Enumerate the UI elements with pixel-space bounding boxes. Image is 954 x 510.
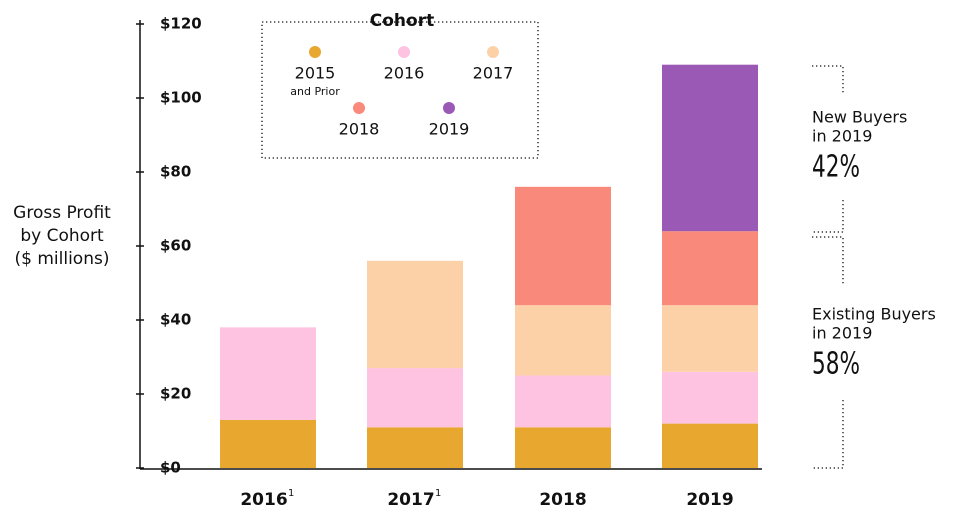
- bar-segment: [515, 375, 611, 428]
- bar-segment: [220, 327, 316, 420]
- annotation-text: in 2019: [812, 127, 872, 146]
- legend-swatch: [309, 46, 321, 58]
- annotation-text: New Buyers: [812, 108, 907, 127]
- legend-label: 2016: [384, 64, 425, 83]
- legend-label: 2015: [295, 64, 336, 83]
- legend-swatch: [487, 46, 499, 58]
- footnote-marker: 1: [435, 488, 441, 499]
- annotation-value: 42%: [812, 150, 860, 184]
- y-axis-label: Gross Profit: [13, 203, 111, 223]
- bar-segment: [367, 368, 463, 428]
- y-tick-label: $80: [160, 163, 191, 181]
- x-tick-label: 2019: [686, 490, 733, 510]
- y-tick-label: $0: [160, 459, 181, 477]
- bar-segment: [220, 419, 316, 468]
- legend-swatch: [443, 102, 455, 114]
- bar-segment: [662, 371, 758, 424]
- annotation-text: in 2019: [812, 324, 872, 343]
- y-tick-label: $120: [160, 15, 202, 33]
- x-tick-label: 2017: [387, 490, 434, 510]
- legend-label: 2019: [429, 120, 470, 139]
- bar-segment: [367, 260, 463, 369]
- y-tick-label: $20: [160, 385, 191, 403]
- bar-segment: [662, 305, 758, 372]
- bar-segment: [515, 305, 611, 376]
- bar-segment: [515, 186, 611, 306]
- bar-segment: [662, 423, 758, 468]
- y-tick-label: $40: [160, 311, 191, 329]
- annotation-value: 58%: [812, 347, 860, 381]
- y-tick-label: $60: [160, 237, 191, 255]
- legend-label: 2018: [339, 120, 380, 139]
- legend-sublabel: and Prior: [290, 85, 340, 98]
- bracket: [812, 65, 844, 469]
- legend-title: Cohort: [370, 11, 434, 31]
- legend-swatch: [353, 102, 365, 114]
- x-tick-label: 2018: [539, 490, 586, 510]
- bar-segment: [515, 427, 611, 468]
- bar-segment: [662, 231, 758, 306]
- bar-segment: [367, 427, 463, 468]
- legend-swatch: [398, 46, 410, 58]
- legend-label: 2017: [473, 64, 514, 83]
- y-axis-label: by Cohort: [20, 226, 104, 246]
- x-tick-label: 2016: [240, 490, 287, 510]
- y-axis-label: ($ millions): [15, 249, 110, 269]
- y-tick-label: $100: [160, 89, 202, 107]
- footnote-marker: 1: [288, 488, 294, 499]
- annotation-text: Existing Buyers: [812, 305, 936, 324]
- legend-box: [261, 21, 539, 159]
- bar-segment: [662, 64, 758, 232]
